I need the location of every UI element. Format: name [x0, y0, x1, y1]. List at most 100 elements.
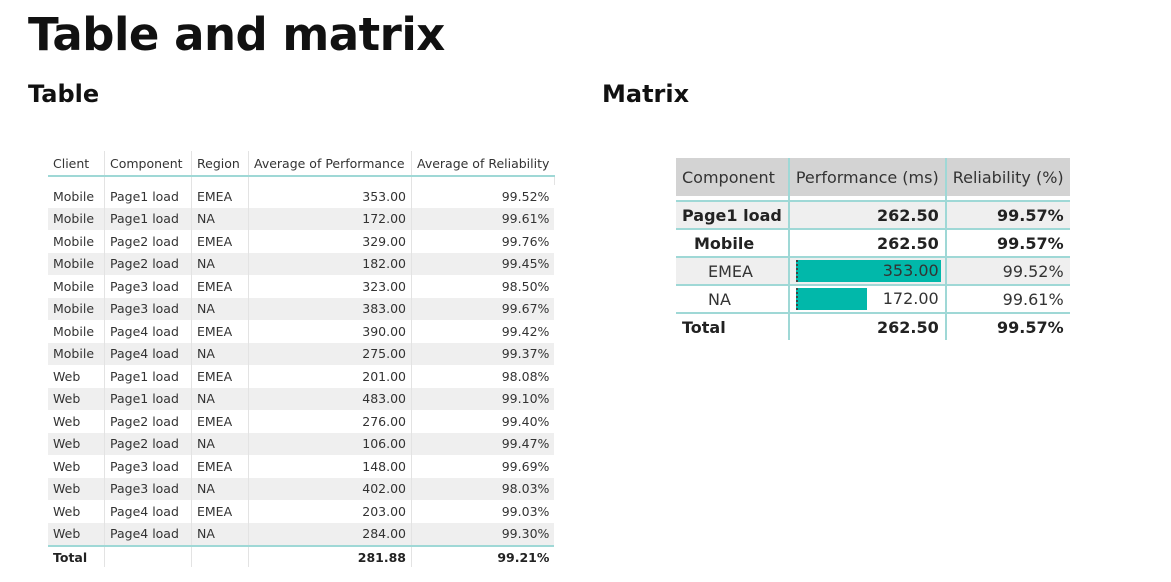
cell-performance: 275.00 [248, 342, 412, 365]
table-section-title: Table [28, 80, 100, 108]
cell-client: Mobile [48, 297, 105, 320]
cell-component: Page1 load [104, 185, 192, 208]
cell-client: Mobile [48, 275, 105, 298]
cell-client: Mobile [48, 207, 105, 230]
table-row: Web Page1 load NA 483.00 99.10% [48, 387, 555, 410]
table-row: Mobile Page3 load EMEA 323.00 98.50% [48, 275, 555, 298]
cell-region: NA [191, 522, 249, 546]
cell-performance: 323.00 [248, 275, 412, 298]
cell-reliability: 99.42% [411, 320, 555, 343]
cell-reliability: 98.50% [411, 275, 555, 298]
column-header-component[interactable]: Component [104, 151, 192, 177]
matrix-section-title: Matrix [602, 80, 690, 108]
table-row: Mobile Page2 load NA 182.00 99.45% [48, 252, 555, 275]
table-row: Web Page3 load NA 402.00 98.03% [48, 477, 555, 500]
matrix-row-label[interactable]: Mobile [676, 229, 790, 258]
cell-region: NA [191, 252, 249, 275]
matrix-performance-value: 262.50 [788, 229, 947, 258]
cell-performance: 182.00 [248, 252, 412, 275]
cell-client: Mobile [48, 342, 105, 365]
cell-client: Web [48, 365, 105, 388]
cell-client: Web [48, 522, 105, 546]
cell-component: Page3 load [104, 275, 192, 298]
cell-performance: 353.00 [248, 185, 412, 208]
matrix-row-label[interactable]: EMEA [676, 257, 790, 286]
page-title: Table and matrix [28, 8, 445, 61]
matrix-performance-value: 172.00 [882, 289, 939, 308]
cell-performance: 383.00 [248, 297, 412, 320]
cell-component: Page3 load [104, 477, 192, 500]
table-visual[interactable]: Client Component Region Average of Perfo… [48, 151, 555, 567]
cell-reliability: 99.03% [411, 500, 555, 523]
cell-performance: 276.00 [248, 410, 412, 433]
matrix-reliability-value: 99.57% [945, 201, 1070, 230]
total-reliability: 99.21% [411, 545, 555, 567]
table-row: Mobile Page1 load EMEA 353.00 99.52% [48, 185, 555, 208]
table-row: Mobile Page2 load EMEA 329.00 99.76% [48, 230, 555, 253]
cell-component: Page2 load [104, 252, 192, 275]
cell-component: Page1 load [104, 387, 192, 410]
cell-reliability: 98.03% [411, 477, 555, 500]
cell-component: Page2 load [104, 432, 192, 455]
table-row: Web Page2 load NA 106.00 99.47% [48, 432, 555, 455]
table-row: Web Page2 load EMEA 276.00 99.40% [48, 410, 555, 433]
matrix-header-reliability[interactable]: Reliability (%) [945, 158, 1070, 196]
cell-performance: 402.00 [248, 477, 412, 500]
cell-performance: 390.00 [248, 320, 412, 343]
column-header-reliability[interactable]: Average of Reliability [411, 151, 555, 177]
table-row: Mobile Page1 load NA 172.00 99.61% [48, 207, 555, 230]
table-row: Mobile Page3 load NA 383.00 99.67% [48, 297, 555, 320]
table-row: Mobile Page4 load EMEA 390.00 99.42% [48, 320, 555, 343]
table-row: Mobile Page4 load NA 275.00 99.37% [48, 342, 555, 365]
cell-performance: 106.00 [248, 432, 412, 455]
cell-client: Mobile [48, 252, 105, 275]
cell-performance: 148.00 [248, 455, 412, 478]
cell-performance: 172.00 [248, 207, 412, 230]
data-bar [795, 260, 941, 282]
total-label: Total [48, 545, 105, 567]
cell-reliability: 99.76% [411, 230, 555, 253]
cell-region: EMEA [191, 275, 249, 298]
cell-reliability: 99.61% [411, 207, 555, 230]
cell-reliability: 99.67% [411, 297, 555, 320]
cell-component: Page3 load [104, 297, 192, 320]
matrix-header-component[interactable]: Component [676, 158, 790, 196]
cell-reliability: 99.47% [411, 432, 555, 455]
matrix-performance-bar-cell: 353.00 [788, 257, 947, 286]
column-header-region[interactable]: Region [191, 151, 249, 177]
cell-region: EMEA [191, 500, 249, 523]
cell-performance: 203.00 [248, 500, 412, 523]
matrix-row-label[interactable]: Page1 load [676, 201, 790, 230]
matrix-total-reliability: 99.57% [997, 317, 1064, 337]
matrix-performance-value: 262.50 [788, 201, 947, 230]
column-header-performance[interactable]: Average of Performance [248, 151, 412, 177]
cell-performance: 201.00 [248, 365, 412, 388]
column-header-client[interactable]: Client [48, 151, 105, 177]
data-bar [795, 288, 868, 310]
data-table: Client Component Region Average of Perfo… [48, 151, 555, 567]
matrix-row: NA 172.00 99.61% [676, 285, 1070, 314]
cell-region: EMEA [191, 455, 249, 478]
cell-performance: 284.00 [248, 522, 412, 546]
cell-component: Page2 load [104, 230, 192, 253]
matrix-visual[interactable]: Component Performance (ms) Reliability (… [676, 158, 1070, 340]
matrix-header-performance[interactable]: Performance (ms) [788, 158, 947, 196]
cell-client: Web [48, 455, 105, 478]
table-total-row: Total 281.88 99.21% [48, 545, 555, 567]
table-row: Web Page1 load EMEA 201.00 98.08% [48, 365, 555, 388]
cell-component: Page4 load [104, 500, 192, 523]
cell-component: Page2 load [104, 410, 192, 433]
cell-reliability: 99.52% [411, 185, 555, 208]
cell-client: Web [48, 387, 105, 410]
total-performance: 281.88 [248, 545, 412, 567]
cell-client: Mobile [48, 185, 105, 208]
matrix-performance-bar-cell: 172.00 [788, 285, 947, 314]
cell-client: Mobile [48, 230, 105, 253]
cell-reliability: 99.45% [411, 252, 555, 275]
cell-performance: 329.00 [248, 230, 412, 253]
matrix-row: EMEA 353.00 99.52% [676, 257, 1070, 286]
cell-region: EMEA [191, 185, 249, 208]
matrix-row-label[interactable]: NA [676, 285, 790, 314]
cell-region: EMEA [191, 365, 249, 388]
